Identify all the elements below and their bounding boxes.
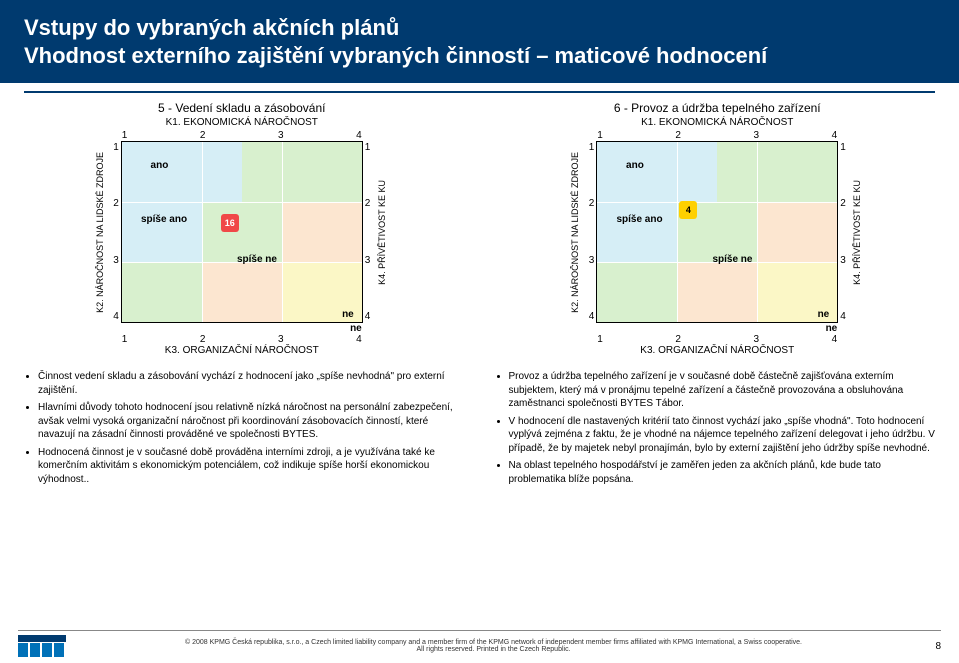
axis-left-label: K2. NÁROČNOST NA LIDSKÉ ZDROJE [95,152,107,313]
chart-row: K2. NÁROČNOST NA LIDSKÉ ZDROJE1234anospí… [500,141,936,323]
grid-cell [242,142,362,202]
grid-cell [122,202,202,262]
axis-top-label: K1. EKONOMICKÁ NÁROČNOST [24,117,460,128]
content-area: 5 - Vedení skladu a zásobování K1. EKONOM… [0,93,959,490]
page-number: 8 [921,641,941,652]
axis-top-ticks: 1234 [597,130,837,141]
bullets-right: Provoz a údržba tepelného zařízení je v … [495,370,936,490]
bullet-item: Činnost vedení skladu a zásobování vychá… [38,370,465,397]
matrix-grid: anospíše anospíše ne16ne [121,141,363,323]
axis-left-ticks: 1234 [107,142,121,322]
matrix-chart: 5 - Vedení skladu a zásobování K1. EKONOM… [24,101,460,356]
grid-cell [597,262,677,322]
axis-bottom-label: K3. ORGANIZAČNÍ NÁROČNOST [500,345,936,356]
bullet-item: Hlavními důvody tohoto hodnocení jsou re… [38,401,465,442]
axis-bottom-label: K3. ORGANIZAČNÍ NÁROČNOST [24,345,460,356]
title-line-1: Vstupy do vybraných akčních plánů [24,15,399,40]
axis-right-ticks: 1234 [838,142,852,322]
axis-right-ticks: 1234 [363,142,377,322]
title-line-2: Vhodnost externího zajištění vybraných č… [24,43,767,68]
footer-rule [18,630,941,631]
chart-title: 6 - Provoz a údržba tepelného zařízení [500,101,936,115]
ne-label: ne [122,323,362,334]
footer: © 2008 KPMG Česká republika, s.r.o., a C… [0,635,959,657]
bullet-item: V hodnocení dle nastavených kritérií tat… [509,415,936,456]
chart-row: K2. NÁROČNOST NA LIDSKÉ ZDROJE1234anospí… [24,141,460,323]
matrix-grid: anospíše anospíše ne4ne [596,141,838,323]
slide-header: Vstupy do vybraných akčních plánů Vhodno… [0,0,959,83]
chart-title: 5 - Vedení skladu a zásobování [24,101,460,115]
grid-cell [717,142,837,202]
grid-cell [122,142,242,202]
quadrant-label-ne: ne [342,309,354,320]
quadrant-label-ne: ne [818,309,830,320]
bullets-row: Činnost vedení skladu a zásobování vychá… [24,370,935,490]
charts-row: 5 - Vedení skladu a zásobování K1. EKONOM… [24,101,935,356]
axis-bottom-ticks: 1234 [122,334,362,345]
chart-marker: 4 [679,201,697,219]
axis-top-ticks: 1234 [122,130,362,141]
bullet-item: Na oblast tepelného hospodářství je zamě… [509,459,936,486]
grid-cell [677,262,757,322]
kpmg-logo [18,635,66,657]
axis-right-label: K4. PŘÍVĚTIVOST KE KU [377,180,389,285]
axis-left-ticks: 1234 [582,142,596,322]
grid-cell [122,262,202,322]
bullet-item: Provoz a údržba tepelného zařízení je v … [509,370,936,411]
bullets-left: Činnost vedení skladu a zásobování vychá… [24,370,465,490]
chart-marker: 16 [221,214,239,232]
footer-copyright: © 2008 KPMG Česká republika, s.r.o., a C… [66,639,921,653]
grid-cell [757,202,837,262]
bullet-item: Hodnocená činnost je v současné době pro… [38,446,465,487]
slide-title: Vstupy do vybraných akčních plánů Vhodno… [24,14,935,69]
axis-right-label: K4. PŘÍVĚTIVOST KE KU [852,180,864,285]
grid-cell [202,202,282,262]
axis-top-label: K1. EKONOMICKÁ NÁROČNOST [500,117,936,128]
axis-bottom-ticks: 1234 [597,334,837,345]
grid-cell [597,202,677,262]
grid-cell [282,202,362,262]
grid-cell [202,262,282,322]
ne-label: ne [597,323,837,334]
grid-cell [597,142,717,202]
slide: Vstupy do vybraných akčních plánů Vhodno… [0,0,959,663]
axis-left-label: K2. NÁROČNOST NA LIDSKÉ ZDROJE [570,152,582,313]
matrix-chart: 6 - Provoz a údržba tepelného zařízení K1… [500,101,936,356]
